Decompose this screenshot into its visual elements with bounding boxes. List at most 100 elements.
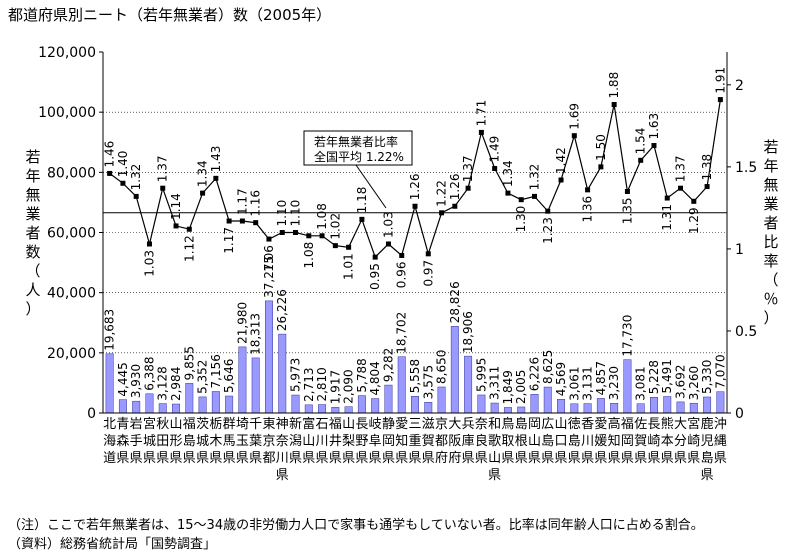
x-category-label: 広 [541, 417, 554, 432]
x-category-label: 県 [422, 451, 435, 466]
ratio-marker [558, 177, 564, 183]
bar-label: 3,930 [129, 364, 143, 398]
bar [145, 393, 154, 414]
bar [371, 398, 380, 414]
ratio-marker [439, 210, 445, 216]
bar-label: 5,330 [700, 360, 714, 394]
bar [397, 356, 406, 414]
chart-title: 都道府県別ニート（若年無業者）数（2005年） [8, 6, 332, 24]
x-category-label: 鳥 [501, 417, 514, 432]
x-category-label: 県 [462, 451, 475, 466]
ratio-marker [160, 185, 166, 191]
bar [503, 407, 512, 414]
right-axis-ticks: 0 0.5 1 1.5 2 [727, 78, 757, 422]
ratio-label: 0.96 [395, 261, 409, 288]
x-category-label: 府 [448, 451, 461, 466]
ratio-marker [518, 197, 524, 203]
x-category-label: 道 [103, 451, 116, 466]
left-axis-title-char: ） [25, 300, 40, 318]
ratio-marker [266, 236, 272, 242]
bar-label: 9,282 [381, 348, 395, 382]
x-category-label: 県 [289, 451, 302, 466]
left-tick-label: 60,000 [47, 226, 96, 242]
x-category-label: 兵 [462, 417, 475, 432]
x-category-label: 井 [329, 434, 342, 449]
x-category-label: 県 [714, 451, 727, 466]
ratio-marker [120, 180, 126, 186]
annotation-line2: 全国平均 1.22% [314, 149, 404, 164]
ratio-marker [505, 190, 511, 196]
x-category-label: 梨 [342, 434, 355, 449]
x-category-label: 歌 [488, 434, 501, 449]
bar-label: 18,702 [395, 312, 409, 354]
bar [251, 357, 260, 414]
bar [663, 396, 672, 414]
x-category-label: 長 [355, 417, 368, 432]
right-axis-title-char: 無 [763, 176, 778, 194]
x-category-label: 県 [236, 451, 249, 466]
x-category-label: 県 [316, 451, 329, 466]
x-category-label: 県 [634, 451, 647, 466]
ratio-marker [279, 230, 285, 235]
ratio-marker [452, 203, 458, 209]
bar-label: 5,995 [474, 358, 488, 392]
bar [291, 394, 300, 414]
bar-label: 8,625 [541, 350, 555, 384]
x-category-label: 県 [568, 451, 581, 466]
left-axis-title-char: 若 [25, 148, 40, 166]
ratio-label: 1.43 [209, 146, 223, 173]
bar [530, 394, 539, 414]
ratio-marker [319, 233, 325, 239]
ratio-marker [492, 166, 498, 172]
x-category-label: 県 [329, 451, 342, 466]
x-category-label: 野 [355, 434, 368, 449]
ratio-marker [226, 218, 232, 224]
x-category-label: 新 [289, 416, 302, 432]
x-category-label: 京 [262, 434, 275, 449]
left-axis-ticks: 0 20,000 40,000 60,000 80,000 100,000 120,000 [38, 45, 103, 422]
ratio-marker [478, 129, 484, 135]
ratio-marker [717, 97, 723, 103]
x-category-label: 県 [594, 451, 607, 466]
ratio-label: 1.30 [514, 206, 528, 233]
x-category-label: 庫 [462, 434, 475, 449]
bar-label: 18,906 [461, 311, 475, 353]
x-category-label: 長 [647, 417, 660, 432]
bar-label: 17,730 [620, 315, 634, 357]
x-category-label: 県 [116, 451, 129, 466]
x-category-label: 県 [302, 451, 315, 466]
x-category-label: 山 [302, 434, 315, 449]
x-category-label: 奈 [475, 417, 488, 432]
bar [278, 333, 287, 414]
bar-label: 3,230 [607, 366, 621, 400]
ratio-marker [399, 252, 405, 258]
x-category-label: 県 [528, 451, 541, 466]
left-tick-label: 80,000 [47, 165, 96, 181]
x-category-label: 秋 [156, 417, 169, 432]
bar [676, 401, 685, 414]
ratio-marker [664, 195, 670, 201]
ratio-marker [465, 185, 471, 191]
x-category-label: 県 [276, 468, 289, 483]
x-category-label: 県 [541, 451, 554, 466]
x-category-label: 川 [316, 434, 329, 449]
x-category-label: 高 [608, 416, 621, 432]
bar-label: 6,388 [142, 356, 156, 390]
ratio-marker [293, 230, 299, 235]
ratio-marker [146, 241, 152, 247]
left-axis-title-char: 者 [25, 224, 40, 242]
ratio-label: 1.63 [647, 113, 661, 140]
annotation-line1: 若年無業者比率 [314, 134, 398, 149]
bar [172, 403, 180, 414]
x-category-label: 県 [369, 451, 382, 466]
ratio-label: 1.54 [634, 128, 648, 155]
x-category-label: 知 [395, 433, 408, 449]
bar [703, 396, 712, 414]
bar-label: 5,646 [222, 359, 236, 393]
line-series [107, 97, 723, 260]
ratio-marker [186, 226, 192, 232]
x-category-label: 木 [209, 434, 222, 449]
bar [158, 403, 167, 414]
ratio-marker [624, 188, 630, 194]
bar [517, 406, 526, 414]
